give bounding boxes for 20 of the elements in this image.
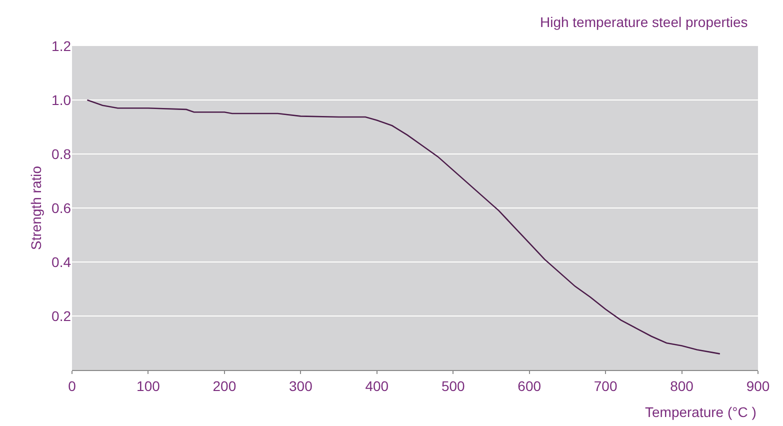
y-tick-label: 0.6 [52, 200, 72, 216]
x-tick-label: 500 [441, 378, 466, 394]
x-tick-label: 600 [518, 378, 542, 394]
x-tick-label: 100 [136, 378, 160, 394]
x-tick-label: 400 [365, 378, 389, 394]
x-tick-label: 800 [670, 378, 694, 394]
y-tick-label: 0.4 [52, 254, 72, 270]
x-tick-label: 900 [746, 378, 770, 394]
y-axis-title: Strength ratio [28, 166, 44, 250]
chart-title: High temperature steel properties [540, 14, 748, 30]
x-tick-label: 300 [288, 378, 313, 394]
y-tick-label: 0.8 [52, 146, 72, 162]
x-tick-label: 200 [212, 378, 236, 394]
y-tick-label: 1.2 [52, 38, 72, 54]
line-series [86, 99, 721, 354]
y-tick-label: 0.2 [52, 308, 72, 324]
x-tick-label: 0 [68, 378, 76, 394]
x-tick-label: 700 [594, 378, 618, 394]
y-tick-label: 1.0 [52, 92, 72, 108]
x-axis-title: Temperature (°C ) [645, 404, 756, 420]
